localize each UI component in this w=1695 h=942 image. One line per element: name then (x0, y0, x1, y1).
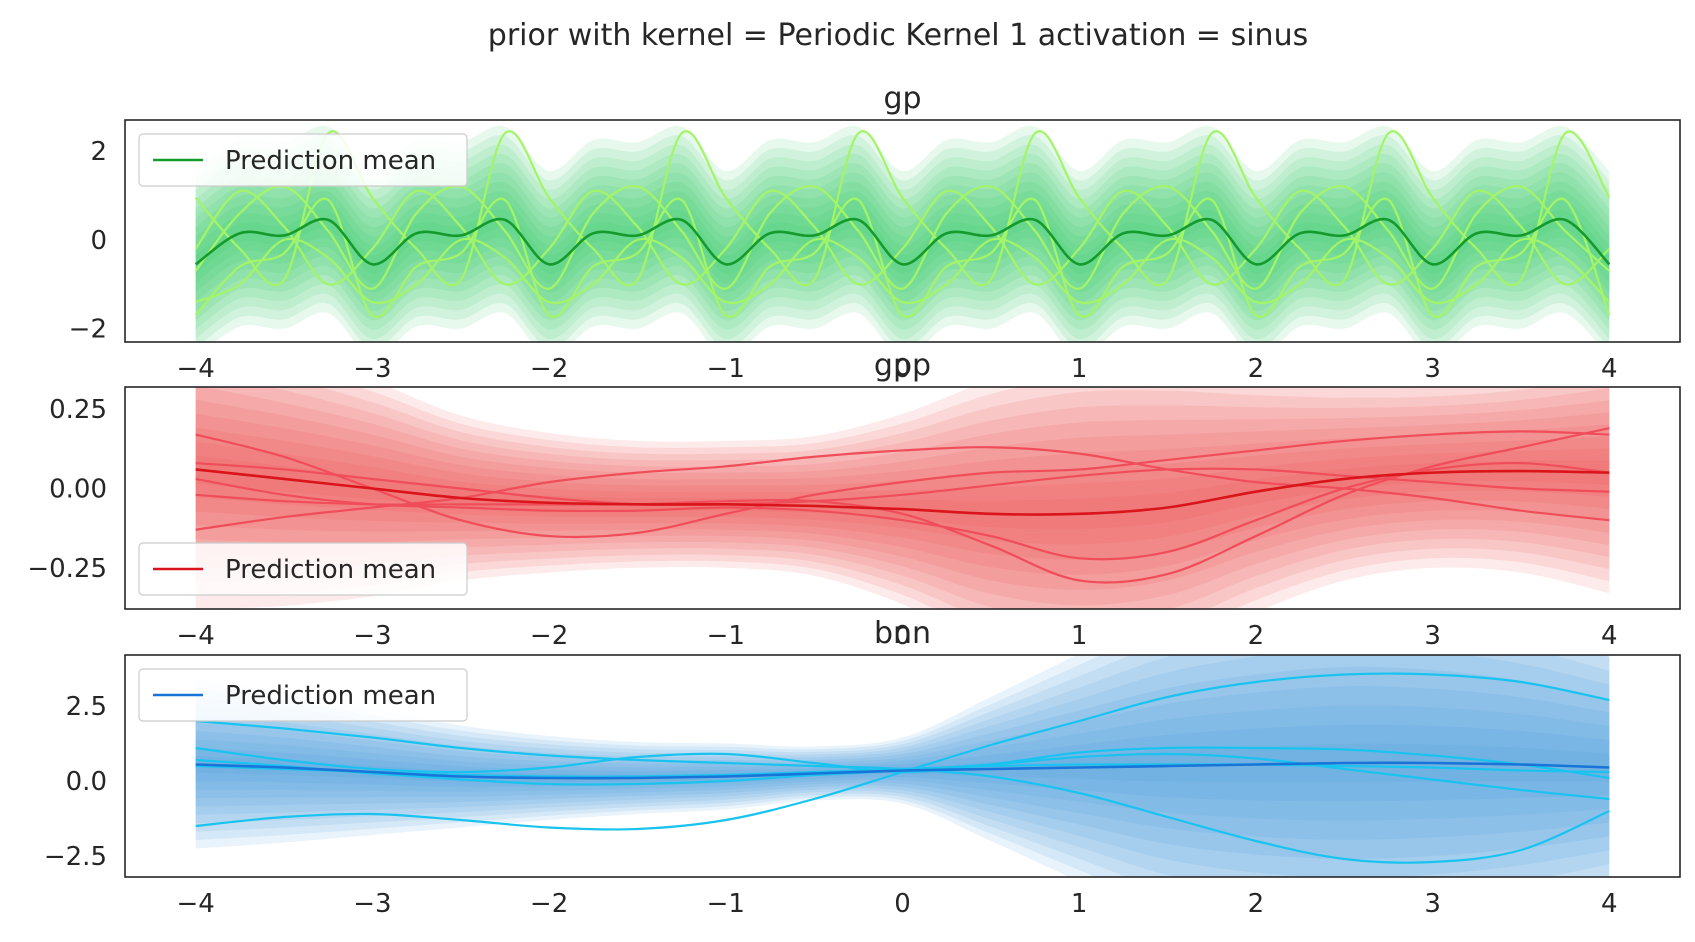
uncertainty-band (195, 191, 1610, 293)
sample-line (195, 237, 1611, 305)
mean-line (195, 468, 1610, 516)
legend: Prediction mean (138, 133, 468, 187)
uncertainty-band (195, 387, 1610, 609)
y-tick-label: 0.25 (49, 395, 107, 425)
x-tick-label: −3 (353, 354, 391, 384)
x-tick-label: 0 (894, 354, 911, 384)
uncertainty-band (195, 655, 1610, 877)
legend-label: Prediction mean (225, 146, 436, 176)
y-tick-label: −2 (69, 315, 107, 345)
uncertainty-band (195, 655, 1610, 877)
sample-line (195, 430, 1610, 539)
x-tick-label: −2 (530, 354, 568, 384)
y-tick-label: −0.25 (27, 554, 107, 584)
uncertainty-band (195, 655, 1610, 877)
x-tick-label: 4 (1601, 354, 1618, 384)
subplot-title: gp (883, 81, 921, 116)
x-tick-label: −3 (353, 889, 391, 919)
x-tick-label: −2 (530, 889, 568, 919)
subplot-gpp: gpp −4 −3 −2 −1 0 1 2 3 4 −0.25 0.00 0.25 Prediction … (27, 348, 1681, 651)
uncertainty-band (195, 144, 1610, 340)
uncertainty-band (195, 655, 1610, 877)
sample-line (194, 189, 1611, 286)
uncertainty-band (195, 686, 1610, 840)
uncertainty-band (195, 163, 1610, 321)
y-tick-label: −2.5 (44, 842, 107, 872)
x-tick-label: 1 (1071, 354, 1088, 384)
x-tick-label: −4 (177, 889, 215, 919)
x-tick-label: −4 (177, 621, 215, 651)
x-tick-label: −1 (707, 354, 745, 384)
sample-line (194, 130, 1611, 287)
x-tick-label: 2 (1248, 889, 1265, 919)
uncertainty-band (195, 387, 1610, 606)
legend-label: Prediction mean (225, 681, 436, 711)
legend-box (138, 542, 468, 596)
axes-frame (124, 386, 1681, 610)
uncertainty-band (195, 153, 1610, 330)
uncertainty-band (195, 135, 1610, 342)
uncertainty-band (195, 705, 1610, 821)
subplot-gp: gp −4 −3 −2 −1 0 1 2 3 4 −2 0 2 Prediction mean (69, 81, 1681, 384)
subplot-bnn: bnn −4 −3 −2 −1 0 1 2 3 4 −2.5 0.0 2.5 Prediction mea… (44, 616, 1681, 919)
sample-line (195, 446, 1610, 531)
plot-area (195, 655, 1610, 877)
uncertainty-band (195, 387, 1610, 609)
legend-box (138, 668, 468, 722)
legend: Prediction mean (138, 542, 468, 596)
subplots: gp −4 −3 −2 −1 0 1 2 3 4 −2 0 2 Prediction mean gpp −4 −… (27, 81, 1681, 919)
legend: Prediction mean (138, 668, 468, 722)
uncertainty-band (195, 666, 1610, 860)
sample-line (195, 461, 1610, 561)
axes-frame (124, 119, 1681, 343)
x-tick-label: 4 (1601, 621, 1618, 651)
x-tick-label: 0 (894, 889, 911, 919)
uncertainty-band (195, 387, 1610, 609)
uncertainty-band (195, 387, 1610, 609)
uncertainty-band (195, 655, 1610, 877)
sample-line (195, 427, 1610, 584)
uncertainty-band (195, 724, 1610, 802)
sample-line (195, 746, 1610, 780)
uncertainty-band (195, 441, 1610, 545)
x-tick-label: 3 (1424, 621, 1441, 651)
x-tick-label: −3 (353, 621, 391, 651)
uncertainty-band (195, 427, 1610, 560)
y-tick-label: 0 (90, 226, 107, 256)
x-tick-label: 2 (1248, 354, 1265, 384)
x-tick-label: −1 (707, 889, 745, 919)
plot-area (194, 125, 1611, 342)
figure-suptitle: prior with kernel = Periodic Kernel 1 ac… (488, 18, 1308, 53)
plot-area (195, 387, 1610, 609)
axes-frame (124, 654, 1681, 878)
x-tick-label: 2 (1248, 621, 1265, 651)
uncertainty-band (195, 181, 1610, 302)
uncertainty-band (195, 172, 1610, 312)
uncertainty-band (195, 200, 1610, 284)
subplot-title: bnn (874, 616, 931, 651)
x-tick-label: 3 (1424, 354, 1441, 384)
legend-box (138, 133, 468, 187)
x-tick-label: −4 (177, 354, 215, 384)
legend-label: Prediction mean (225, 555, 436, 585)
x-tick-label: 0 (894, 621, 911, 651)
mean-line (195, 761, 1610, 780)
uncertainty-band (195, 743, 1610, 783)
y-tick-label: 2.5 (66, 692, 107, 722)
x-tick-label: 1 (1071, 621, 1088, 651)
y-tick-label: 2 (90, 137, 107, 167)
x-tick-label: 1 (1071, 889, 1088, 919)
x-tick-label: −2 (530, 621, 568, 651)
subplot-title: gpp (874, 348, 931, 383)
x-tick-label: 3 (1424, 889, 1441, 919)
x-tick-label: −1 (707, 621, 745, 651)
y-tick-label: 0.0 (66, 767, 107, 797)
mean-line (194, 217, 1611, 266)
y-tick-label: 0.00 (49, 474, 107, 504)
x-tick-label: 4 (1601, 889, 1618, 919)
uncertainty-band (195, 209, 1610, 274)
